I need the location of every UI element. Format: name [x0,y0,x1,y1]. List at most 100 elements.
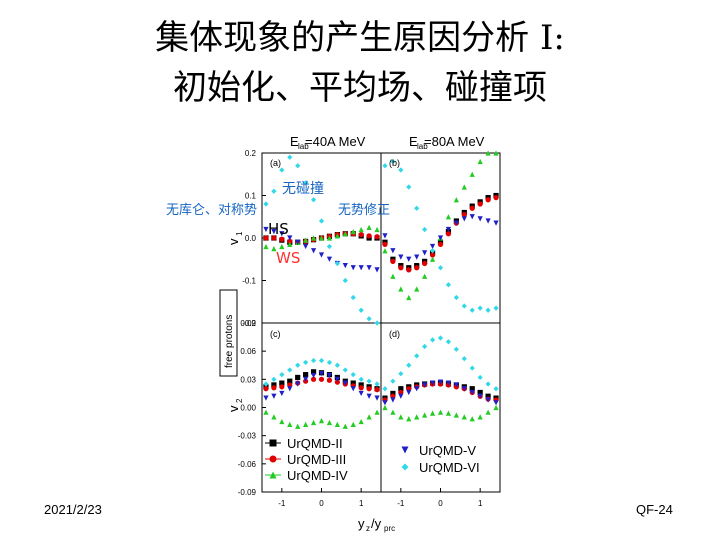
data-point-c-urqmd-vi [279,372,285,378]
data-point-b-urqmd-iii [414,265,420,271]
data-point-d-urqmd-v [493,400,499,406]
panel-label-c: (c) [270,329,281,339]
data-point-b-urqmd-vi [406,184,412,190]
annotation-no-collision: 无碰撞 [282,181,324,197]
data-point-d-urqmd-iv [414,414,420,420]
data-point-b-urqmd-v [422,250,428,256]
data-point-a-urqmd-vi [350,294,356,301]
panel-header-right: E [409,134,418,149]
data-point-c-urqmd-vi [326,359,333,366]
data-point-c-urqmd-ii [358,382,364,388]
data-point-c-urqmd-iii [358,385,364,391]
data-point-b-urqmd-iv [477,158,483,165]
data-point-c-urqmd-v [271,393,277,399]
data-point-d-urqmd-iv [485,409,491,415]
data-point-b-urqmd-iv [493,150,499,156]
data-point-d-urqmd-v [461,386,467,392]
data-point-b-urqmd-iv [382,248,388,254]
data-point-b-urqmd-v [445,226,452,233]
data-point-b-urqmd-v [390,248,396,254]
data-point-d-urqmd-v [398,393,404,399]
data-point-a-urqmd-v [350,265,356,271]
data-point-d-urqmd-iv [469,416,475,422]
legend-label-urqmd-iii: UrQMD-III [287,452,346,467]
data-point-a-urqmd-v [342,263,348,269]
data-point-a-urqmd-iv [342,231,348,237]
data-point-a-urqmd-v [287,235,293,241]
slide-date: 2021/2/23 [44,502,102,517]
data-point-d-urqmd-iv [437,409,444,415]
data-point-c-urqmd-vi [271,376,277,382]
data-point-a-urqmd-iv [287,241,293,247]
data-point-c-urqmd-vi [303,359,309,366]
data-point-d-urqmd-iv [477,414,483,420]
data-point-d-urqmd-v [453,382,459,388]
legend-marker-urqmd-ii [269,439,277,447]
data-point-c-urqmd-v [366,393,372,399]
data-point-b-urqmd-v [485,218,491,224]
data-point-b-urqmd-vi [398,167,404,173]
data-point-b-urqmd-v [469,214,475,220]
data-point-b-urqmd-v [437,235,444,241]
data-point-c-urqmd-iv [342,423,348,429]
ylabel-bottom: v [226,405,241,412]
data-point-d-urqmd-vi [445,339,452,345]
data-point-b-urqmd-v [398,254,404,260]
data-point-c-urqmd-iv [271,414,277,420]
data-point-a-urqmd-v [271,229,277,235]
data-point-c-urqmd-v [295,381,301,387]
data-point-a-urqmd-iv [318,235,325,241]
data-point-d-urqmd-vi [382,386,388,392]
data-point-a-urqmd-vi [287,154,293,160]
data-point-b-urqmd-vi [477,305,483,311]
xtick-label: 1 [478,499,483,508]
data-point-a-urqmd-iv [366,224,372,230]
data-point-b-urqmd-vi [461,303,467,309]
data-point-d-urqmd-vi [398,371,404,377]
xlabel-sub-prc: prc [384,524,395,533]
data-point-d-urqmd-iv [390,409,396,415]
data-point-d-urqmd-vi [469,365,475,371]
annotation-ws: WS [276,249,301,267]
data-point-d-urqmd-vi [453,346,459,352]
data-point-a-urqmd-iv [279,243,285,250]
data-point-b-urqmd-iv [461,184,467,190]
ytick-bottom-label: 0.06 [240,347,256,356]
panel-label-b: (b) [389,158,400,168]
data-point-b-urqmd-v [429,243,436,250]
data-point-a-urqmd-iv [310,235,317,241]
chart-marks [263,150,499,429]
data-point-c-urqmd-v [334,376,340,382]
data-point-a-urqmd-iv [334,233,340,239]
xtick-label: 0 [438,499,443,508]
panel-header-right-sub: lab [417,142,428,151]
ytick-top-label: 0.2 [245,149,257,158]
data-point-b-urqmd-vi [414,205,420,211]
data-point-d-urqmd-v [382,400,388,406]
data-point-b-urqmd-iv [414,286,420,292]
data-point-b-urqmd-iii [382,241,388,247]
data-point-b-urqmd-vi [382,163,388,169]
data-point-b-urqmd-v [406,256,412,262]
ytick-bottom-label: 0.03 [240,375,256,384]
data-point-a-urqmd-v [366,265,372,271]
legend-marker-urqmd-iv [269,471,277,479]
data-point-c-urqmd-vi [374,381,380,387]
data-point-d-urqmd-vi [422,343,428,350]
data-point-c-urqmd-v [318,371,325,377]
data-point-c-urqmd-iii [310,376,317,382]
data-point-c-urqmd-iv [326,419,333,426]
panel-header-left-sub: lab [298,142,309,151]
data-point-b-urqmd-v [414,254,420,260]
data-point-d-urqmd-vi [406,362,412,368]
data-point-c-urqmd-v [279,390,285,397]
data-point-c-urqmd-iii [334,379,340,385]
data-point-c-urqmd-v [326,372,333,379]
data-point-d-urqmd-v [422,382,428,388]
data-point-c-urqmd-iv [310,419,317,426]
data-point-b-urqmd-iv [485,150,491,156]
data-point-a-urqmd-v [318,252,325,258]
data-point-c-urqmd-v [310,372,317,379]
data-point-a-urqmd-vi [374,320,380,326]
data-point-a-urqmd-iv [303,237,309,243]
